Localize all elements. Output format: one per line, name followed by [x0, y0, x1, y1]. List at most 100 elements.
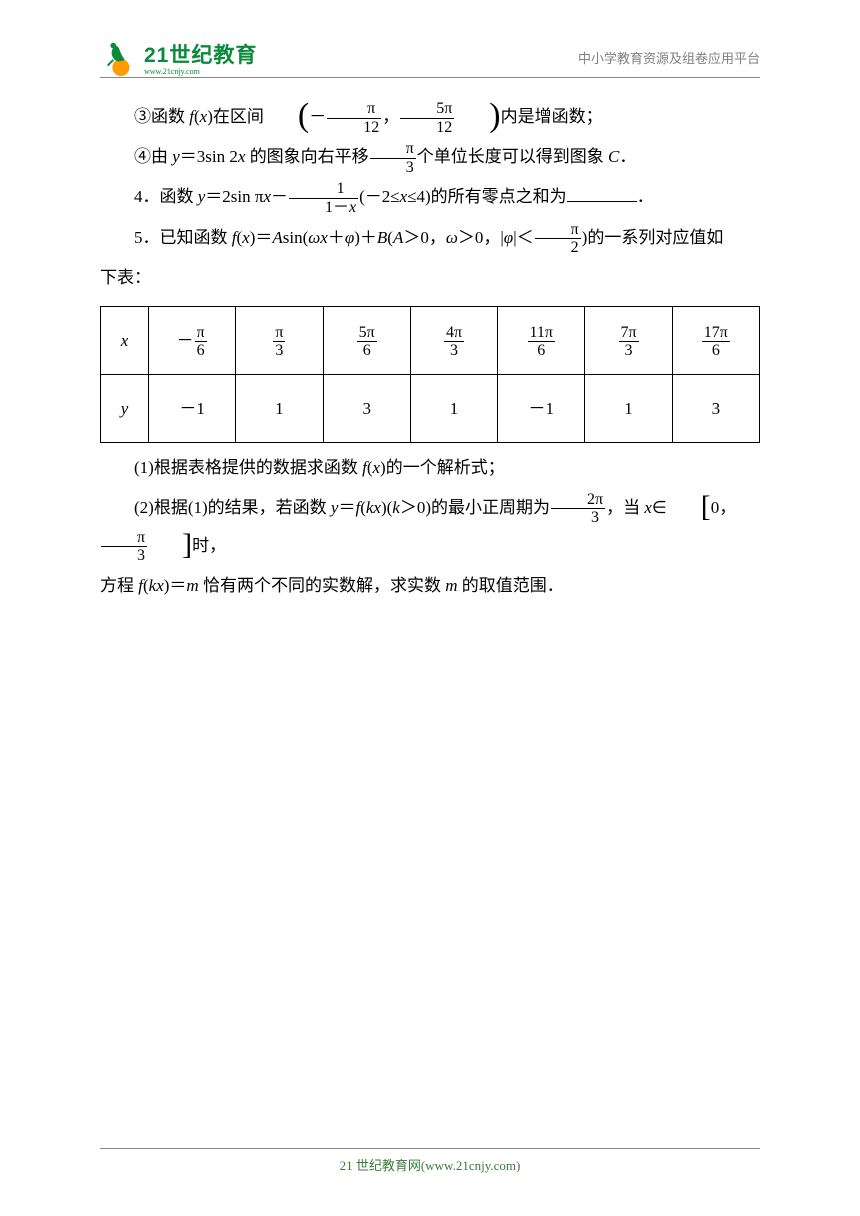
var-A: A [272, 228, 282, 247]
eq: ＝ [255, 228, 272, 247]
text: 的图象向右平移 [245, 147, 368, 166]
text: 2sin π [222, 187, 263, 206]
row-head-x: x [101, 307, 149, 375]
frac-pi-3: π3 [370, 140, 416, 176]
var-m: m [445, 576, 457, 595]
d: 3 [273, 342, 285, 360]
period: ． [637, 187, 654, 206]
text: ＞0，| [458, 228, 504, 247]
logo-title: 21世纪教育 [144, 44, 257, 67]
text: 4．函数 [134, 187, 198, 206]
text: 时， [192, 536, 226, 555]
fill-blank [567, 185, 637, 202]
comma: ， [719, 498, 736, 517]
num: π [327, 100, 381, 119]
header-subtitle: 中小学教育资源及组卷应用平台 [578, 48, 760, 67]
text: ③函数 [134, 107, 189, 126]
var-m: m [186, 576, 198, 595]
table-row: x －π6 π3 5π6 4π3 11π6 7π3 17π6 [101, 307, 760, 375]
var-x: x [242, 228, 250, 247]
question-5: 5．已知函数 f(x)＝Asin(ωx＋φ)＋B(A＞0，ω＞0，|φ|＜π2)… [100, 219, 760, 257]
var-phi: φ [345, 228, 354, 247]
frac-1-1mx: 11－x [289, 180, 358, 216]
cell: －1 [498, 375, 585, 443]
n: 4π [444, 324, 464, 343]
frac: 11π6 [528, 324, 555, 360]
text: ＞0， [403, 228, 446, 247]
page-header: 21世纪教育 www.21cnjy.com 中小学教育资源及组卷应用平台 [100, 38, 760, 78]
n: 11π [528, 324, 555, 343]
text: (2)根据(1)的结果，若函数 [134, 498, 331, 517]
cell: 1 [585, 375, 672, 443]
var-omega: ω [446, 228, 458, 247]
text: )的一系列对应值如 [582, 228, 724, 247]
text: (1)根据表格提供的数据求函数 [134, 458, 362, 477]
d: 6 [528, 342, 555, 360]
page-footer: 21 世纪教育网(www.21cnjy.com) [100, 1148, 760, 1174]
logo-url: www.21cnjy.com [144, 67, 257, 76]
var-x: x [644, 498, 652, 517]
minus: － [309, 107, 326, 126]
frac: 4π3 [444, 324, 464, 360]
text: ④由 [134, 147, 172, 166]
den: 12 [400, 119, 454, 137]
num: π [535, 221, 581, 240]
eq: ＝ [169, 576, 186, 595]
text: sin( [283, 228, 309, 247]
d: 6 [357, 342, 377, 360]
n: π [273, 324, 285, 343]
item-4: ④由 y＝3sin 2x 的图象向右平移π3个单位长度可以得到图象 C． [100, 138, 760, 176]
logo-icon [100, 39, 138, 77]
n: 7π [619, 324, 639, 343]
text: )＋ [354, 228, 377, 247]
comma: ， [382, 107, 399, 126]
var-A: A [393, 228, 403, 247]
cell: 3 [323, 375, 410, 443]
cell: 7π3 [585, 307, 672, 375]
d: 3 [444, 342, 464, 360]
question-4: 4．函数 y＝2sin πx－11－x(－2≤x≤4)的所有零点之和为． [100, 178, 760, 216]
question-5-cont: 下表： [100, 259, 760, 296]
var-x: x [263, 187, 271, 206]
text: 下表： [100, 268, 151, 287]
var-x: x [372, 458, 380, 477]
num: π [370, 140, 416, 159]
frac: π3 [273, 324, 285, 360]
frac-2pi-3: 2π3 [551, 491, 605, 527]
text: ≤4)的所有零点之和为 [407, 187, 567, 206]
num: 1 [289, 180, 358, 199]
var-y: y [172, 147, 180, 166]
frac: 7π3 [619, 324, 639, 360]
frac-pi-2: π2 [535, 221, 581, 257]
var-x: x [156, 576, 164, 595]
cell: 11π6 [498, 307, 585, 375]
den: 12 [327, 119, 381, 137]
subquestion-2-cont: 方程 f(kx)＝m 恰有两个不同的实数解，求实数 m 的取值范围． [100, 567, 760, 604]
row-head-y: y [101, 375, 149, 443]
cell: 1 [410, 375, 497, 443]
text: 方程 [100, 576, 138, 595]
eq: ＝ [180, 147, 197, 166]
logo-text-wrap: 21世纪教育 www.21cnjy.com [144, 39, 257, 76]
frac-pi-12: π12 [327, 100, 381, 136]
d: 6 [702, 342, 730, 360]
text: 个单位长度可以得到图象 [417, 147, 608, 166]
num: π [101, 529, 147, 548]
text: ，当 [606, 498, 644, 517]
cell: －π6 [149, 307, 236, 375]
text: 恰有两个不同的实数解，求实数 [199, 576, 446, 595]
text: 3sin 2 [197, 147, 238, 166]
d: 3 [619, 342, 639, 360]
cell: 3 [672, 375, 759, 443]
plus: ＋ [328, 228, 345, 247]
frac: π6 [195, 324, 207, 360]
den: 1－x [289, 199, 358, 217]
subquestion-1: (1)根据表格提供的数据求函数 f(x)的一个解析式； [100, 449, 760, 486]
logo: 21世纪教育 www.21cnjy.com [100, 39, 257, 77]
frac: 5π6 [357, 324, 377, 360]
item-3: ③函数 f(x)在区间(－π12，5π12)内是增函数； [100, 98, 760, 136]
var-x: x [320, 228, 328, 247]
zero: 0 [711, 498, 720, 517]
var-omega: ω [308, 228, 320, 247]
den: 3 [370, 159, 416, 177]
